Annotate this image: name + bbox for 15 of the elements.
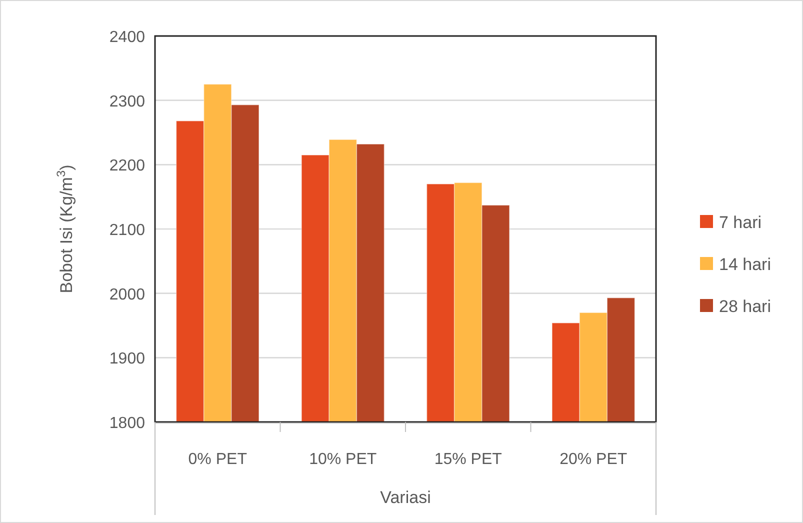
y-tick-label: 2200 bbox=[109, 158, 146, 175]
legend-label: 7 hari bbox=[719, 213, 762, 232]
y-tick-label: 2300 bbox=[109, 93, 146, 110]
x-tick-label: 15% PET bbox=[434, 451, 502, 468]
y-tick-label: 2400 bbox=[109, 29, 146, 46]
y-tick-label: 1900 bbox=[109, 350, 146, 368]
y-tick-label: 1800 bbox=[109, 415, 146, 432]
y-tick-label: 2100 bbox=[109, 222, 146, 239]
legend-label: 28 hari bbox=[719, 297, 771, 316]
x-tick-label: 10% PET bbox=[309, 451, 377, 468]
legend-label: 14 hari bbox=[719, 255, 771, 274]
x-axis-title: Variasi bbox=[380, 488, 431, 507]
x-tick-label: 0% PET bbox=[188, 451, 248, 468]
y-tick-label: 2000 bbox=[109, 286, 146, 304]
x-tick-label: 20% PET bbox=[560, 451, 628, 468]
